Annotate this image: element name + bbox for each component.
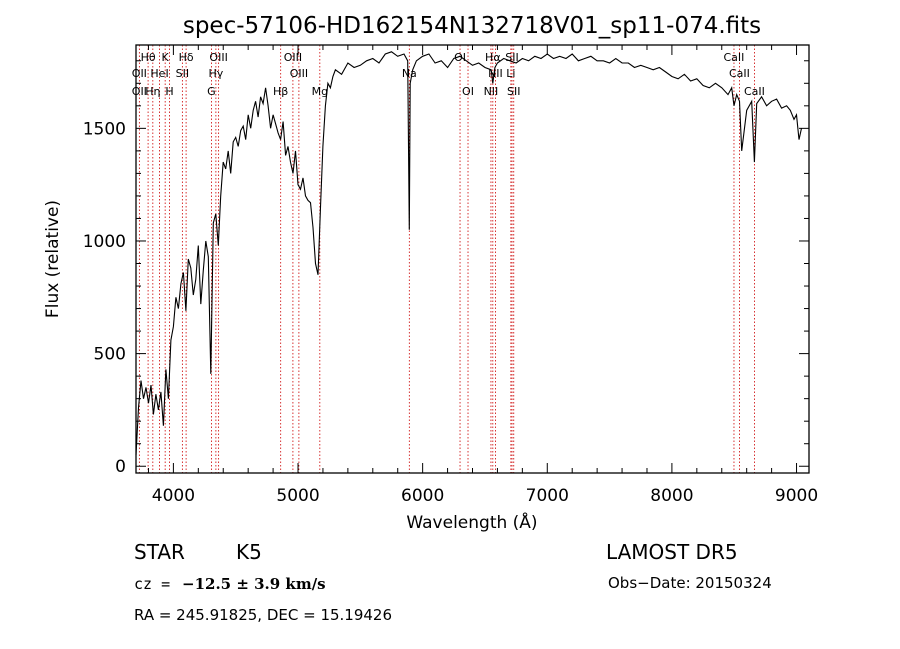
spectral-line-label: Hα [485,51,501,64]
spectral-line-label: CaII [724,51,745,64]
spectral-line-label: OIII [284,51,302,64]
spectral-line-markers [138,45,755,473]
spectral-line-label: SII [507,85,520,98]
survey-name: LAMOST DR5 [606,540,738,564]
spectral-line-label: OI [462,85,474,98]
x-tick-label: 7000 [526,486,569,506]
y-tick-label: 500 [94,345,126,365]
x-axis-label: Wavelength (Å) [406,511,537,533]
y-axis-ticks: 0 500 1000 1500 [83,60,809,477]
x-tick-label: 4000 [152,486,195,506]
spectral-line-label: CaII [744,85,765,98]
spectral-line-label: Hδ [179,51,194,64]
spectral-line-label: OIII [209,51,227,64]
spectral-line-label: Hθ [141,51,156,64]
spectral-line-label: Hη [145,85,160,98]
x-tick-label: 9000 [775,486,818,506]
x-axis-ticks: 4000 5000 6000 7000 8000 9000 [147,45,818,506]
spectral-line-label: H [165,85,173,98]
y-tick-label: 1000 [83,232,126,252]
spectral-line-label: OII [132,67,147,80]
spectral-line-label: SII [176,67,189,80]
y-tick-label: 0 [115,457,126,477]
spectral-line-label: G [207,85,216,98]
spectral-line-label: Na [402,67,417,80]
chart-title: spec-57106-HD162154N132718V01_sp11-074.f… [183,13,761,39]
spectral-line-label: Hβ [273,85,288,98]
cz-label: cz = [134,575,170,593]
spectral-line-label: NII [484,85,499,98]
spectrum-line [135,51,803,456]
spectral-line-label: OI [454,51,466,64]
spectral-line-label: Hγ [208,67,223,80]
spectrum-plot [135,51,803,456]
y-tick-label: 1500 [83,119,126,139]
y-axis-label: Flux (relative) [43,200,63,318]
spectral-line-label: OIII [290,67,308,80]
spectral-subclass: K5 [236,540,262,564]
coordinates: RA = 245.91825, DEC = 15.19426 [134,606,392,624]
plot-frame [135,44,810,474]
x-tick-label: 8000 [650,486,693,506]
x-tick-label: 5000 [276,486,319,506]
cz-value: −12.5 ± 3.9 km/s [182,575,326,593]
spectral-line-label: Li [506,67,515,80]
obs-date: Obs−Date: 20150324 [608,574,772,592]
object-class: STAR [134,540,185,564]
spectral-line-label: CaII [729,67,750,80]
spectral-line-label: Mg [312,85,328,98]
spectral-line-label: K [162,51,170,64]
spectral-line-label: HeI [150,67,168,80]
x-tick-label: 6000 [401,486,444,506]
